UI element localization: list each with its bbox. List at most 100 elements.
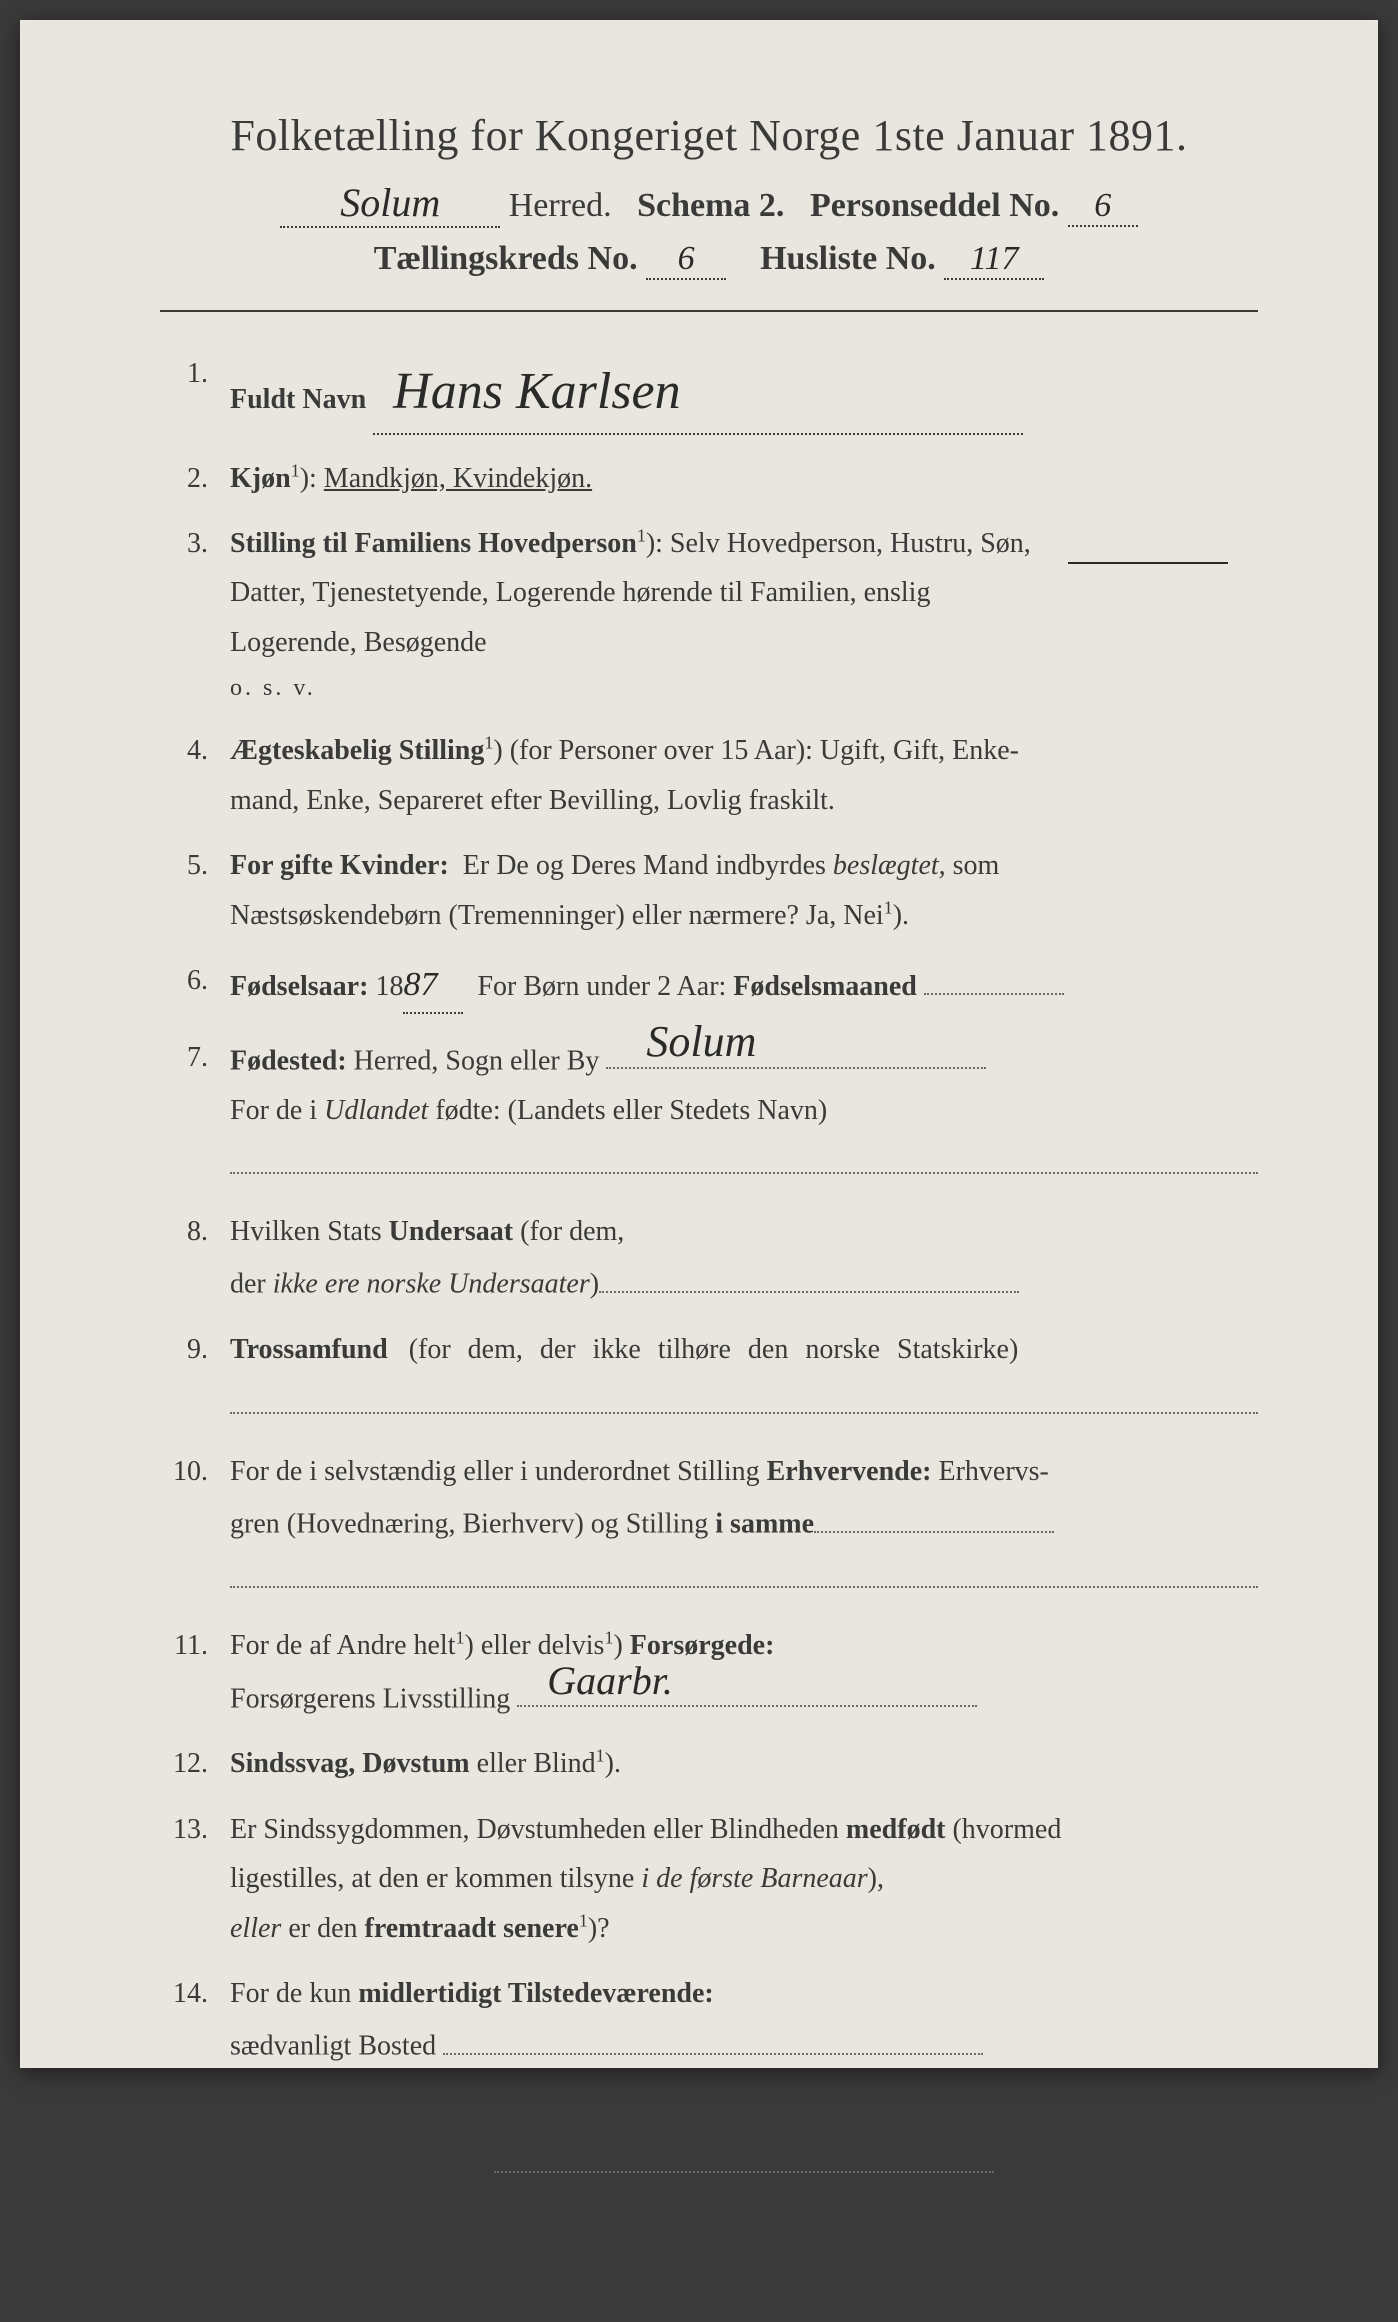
row9-text: (for dem, der ikke tilhøre den norske St… <box>409 1334 1019 1365</box>
sindssvag-label: Sindssvag, Døvstum <box>230 1748 470 1779</box>
row-12: 12. Sindssvag, Døvstum eller Blind1). <box>160 1742 1258 1785</box>
row5-line2: Næstsøskendebørn (Tremenninger) eller næ… <box>230 900 884 931</box>
form-title: Folketælling for Kongeriget Norge 1ste J… <box>160 110 1258 161</box>
row3-line4: o. s. v. <box>230 670 1258 707</box>
personseddel-label: Personseddel No. <box>810 187 1059 224</box>
row13-line3b: fremtraadt senere <box>365 1913 579 1944</box>
schema-label: Schema 2. <box>637 187 784 224</box>
row8-line2a: der <box>230 1269 266 1300</box>
row8-fill <box>599 1259 1019 1293</box>
row4-line2: mand, Enke, Separeret efter Bevilling, L… <box>230 779 1258 822</box>
row-7: 7. Fødested: Herred, Sogn eller By Solum… <box>160 1036 1258 1188</box>
row11-line2: Forsørgerens Livsstilling <box>230 1683 510 1714</box>
fuldt-navn-label: Fuldt Navn <box>230 384 366 415</box>
born-under-2-label: For Børn under 2 Aar: <box>477 971 726 1002</box>
row7-line1: Herred, Sogn eller By <box>354 1045 600 1076</box>
fodested-fill: Solum <box>606 1036 986 1070</box>
row11-line1a: For de af Andre helt <box>230 1630 456 1661</box>
row14-line2: sædvanligt Bosted <box>230 2031 436 2062</box>
row-15: 15. For de midlertidigt Fraværende: anta… <box>160 2090 1258 2186</box>
row13-line1b: medfødt <box>846 1814 946 1845</box>
row-5: 5. For gifte Kvinder: Er De og Deres Man… <box>160 844 1258 937</box>
row10-line2a: gren (Hovednæring, Bierhverv) og Stillin… <box>230 1509 708 1540</box>
kjon-options: Mandkjøn, Kvindekjøn. <box>324 463 592 494</box>
header-line-2: Tællingskreds No. 6 Husliste No. 117 <box>160 240 1258 280</box>
row3-line3: Logerende, Besøgende <box>230 621 1258 664</box>
form-header: Folketælling for Kongeriget Norge 1ste J… <box>160 110 1258 312</box>
aegteskab-label: Ægteskabelig Stilling <box>230 735 484 766</box>
row15-line1a: For de <box>230 2096 302 2127</box>
row8-line2-italic: ikke ere norske Undersaater <box>273 1269 590 1300</box>
row12-text: eller Blind <box>477 1748 596 1779</box>
footnote-text: De for hvert Tilfælde passende Ord under… <box>375 2290 1070 2321</box>
row-8: 8. Hvilken Stats Undersaat (for dem, der… <box>160 1210 1258 1306</box>
row3-underline-mark <box>1068 516 1228 565</box>
row15-line2: antageligt Opholdssted <box>230 2149 487 2180</box>
row13-line2a: ligestilles, at den er kommen tilsyne <box>230 1863 634 1894</box>
personseddel-value: 6 <box>1068 187 1138 227</box>
taellingskreds-value: 6 <box>646 240 726 280</box>
row15-fill <box>494 2140 994 2174</box>
row-2: 2. Kjøn1): Mandkjøn, Kvindekjøn. <box>160 457 1258 500</box>
kjon-label: Kjøn <box>230 463 291 494</box>
year-prefix: 18 <box>375 971 403 1002</box>
row14-fill <box>443 2021 983 2055</box>
row10-line1c: Erhvervs- <box>938 1456 1048 1487</box>
row10-line1a: For de i selvstændig eller i underordnet… <box>230 1456 760 1487</box>
row13-line1c: (hvormed <box>952 1814 1061 1845</box>
row13-line3-italic: eller <box>230 1913 281 1944</box>
row5-line1-end: som <box>953 850 1000 881</box>
row7-line2-end: fødte: (Landets eller Stedets Navn) <box>435 1095 827 1126</box>
fodselsmaaned-label: Fødselsmaaned <box>733 971 917 1002</box>
herred-value: Solum <box>280 179 500 228</box>
header-divider <box>160 310 1258 312</box>
row-6: 6. Fødselsaar: 1887 For Børn under 2 Aar… <box>160 959 1258 1014</box>
row14-line1a: For de kun <box>230 1978 351 2009</box>
fodested-label: Fødested: <box>230 1045 347 1076</box>
footnote: 1) De for hvert Tilfælde passende Ord un… <box>160 2288 1258 2322</box>
row-13: 13. Er Sindssygdommen, Døvstumheden elle… <box>160 1808 1258 1950</box>
row4-line1: (for Personer over 15 Aar): Ugift, Gift,… <box>510 735 1019 766</box>
header-line-1: Solum Herred. Schema 2. Personseddel No.… <box>160 179 1258 228</box>
row5-line1: Er De og Deres Mand indbyrdes <box>463 850 826 881</box>
row10-line1b: Erhvervende: <box>767 1456 932 1487</box>
year-value: 87 <box>403 959 463 1014</box>
row15-line1b: midlertidigt Fraværende: <box>309 2096 614 2127</box>
row-9: 9. Trossamfund (for dem, der ikke tilhør… <box>160 1328 1258 1427</box>
row3-line1: Selv Hovedperson, Hustru, Søn, <box>670 528 1031 559</box>
form-body: 1. Fuldt Navn Hans Karlsen 2. Kjøn1): Ma… <box>160 352 1258 2187</box>
row7-fill-full <box>230 1146 1258 1174</box>
footnote-rule <box>230 2227 470 2228</box>
census-form-page: Folketælling for Kongeriget Norge 1ste J… <box>20 20 1378 2068</box>
fuldt-navn-value: Hans Karlsen <box>373 352 1023 435</box>
forsorger-value: Gaarbr. <box>547 1650 673 1712</box>
row13-line2-italic: i de første Barneaar <box>641 1863 867 1894</box>
husliste-label: Husliste No. <box>760 240 936 277</box>
row-10: 10. For de i selvstændig eller i underor… <box>160 1450 1258 1602</box>
row-14: 14. For de kun midlertidigt Tilstedevære… <box>160 1972 1258 2068</box>
row10-line2b: i samme <box>715 1509 814 1540</box>
fodested-value: Solum <box>646 1008 756 1076</box>
fodselsmaaned-fill <box>924 961 1064 995</box>
row13-line1a: Er Sindssygdommen, Døvstumheden eller Bl… <box>230 1814 839 1845</box>
row-1: 1. Fuldt Navn Hans Karlsen <box>160 352 1258 435</box>
row10-fill2 <box>230 1560 1258 1588</box>
row8-line1c: (for dem, <box>520 1216 624 1247</box>
row5-line1-italic: beslægtet, <box>833 850 946 881</box>
row7-line2-italic: Udlandet <box>324 1095 428 1126</box>
row14-line1b: midlertidigt Tilstedeværende: <box>358 1978 713 2009</box>
gifte-kvinder-label: For gifte Kvinder: <box>230 850 449 881</box>
row10-fill1 <box>814 1499 1054 1533</box>
stilling-label: Stilling til Familiens Hovedperson <box>230 528 637 559</box>
row-4: 4. Ægteskabelig Stilling1) (for Personer… <box>160 729 1258 822</box>
row9-fill <box>230 1386 1258 1414</box>
trossamfund-label: Trossamfund <box>230 1334 388 1365</box>
row3-line2: Datter, Tjenestetyende, Logerende hørend… <box>230 571 1258 614</box>
row-3: 3. Stilling til Familiens Hovedperson1):… <box>160 522 1258 707</box>
herred-label: Herred. <box>509 187 612 224</box>
row-11: 11. For de af Andre helt1) eller delvis1… <box>160 1624 1258 1720</box>
fodselsaar-label: Fødselsaar: <box>230 971 368 1002</box>
husliste-value: 117 <box>944 240 1044 280</box>
row11-fill: Gaarbr. <box>517 1674 977 1708</box>
row8-line1a: Hvilken Stats <box>230 1216 382 1247</box>
